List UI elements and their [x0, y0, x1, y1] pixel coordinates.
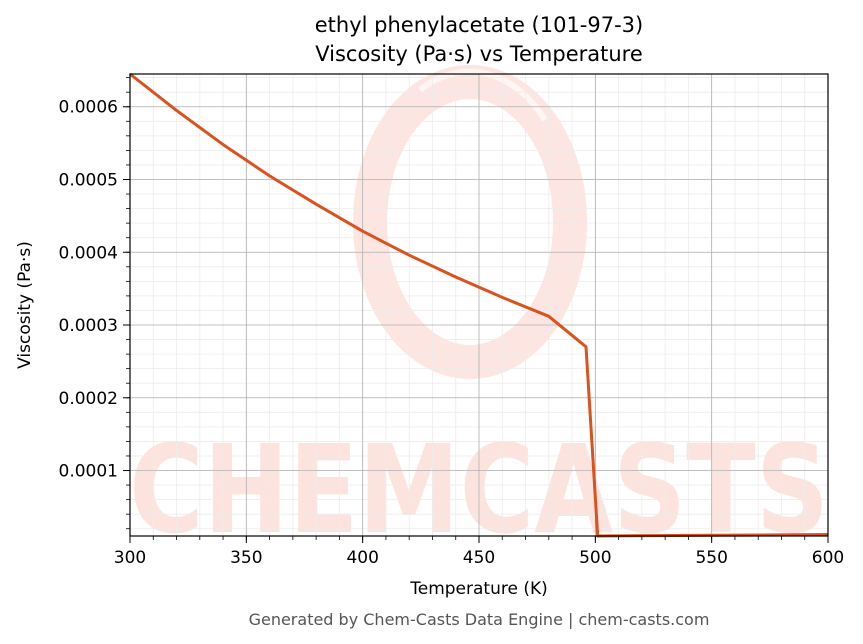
x-tick-label: 400 — [346, 548, 378, 568]
x-tick-labels: 300 350 400 450 500 550 600 — [114, 548, 844, 568]
watermark-logo — [353, 65, 587, 379]
y-tick-label: 0.0005 — [59, 170, 118, 190]
viscosity-line — [129, 72, 829, 538]
x-tick-label: 300 — [114, 548, 146, 568]
x-tick-label: 350 — [230, 548, 262, 568]
y-tick-label: 0.0002 — [59, 389, 118, 409]
y-tick-label: 0.0006 — [59, 98, 118, 118]
x-tick-label: 550 — [695, 548, 727, 568]
x-tick-label: 450 — [463, 548, 495, 568]
chart-subtitle: Viscosity (Pa·s) vs Temperature — [315, 42, 643, 66]
axis-ticks — [123, 77, 829, 543]
y-axis-label: Viscosity (Pa·s) — [15, 241, 35, 369]
y-tick-label: 0.0003 — [59, 316, 118, 336]
y-tick-labels: 0.0001 0.0002 0.0003 0.0004 0.0005 0.0006 — [59, 98, 118, 482]
y-tick-label: 0.0001 — [59, 462, 118, 482]
x-tick-label: 600 — [812, 548, 844, 568]
x-axis-label: Temperature (K) — [409, 579, 548, 599]
chart-title: ethyl phenylacetate (101-97-3) — [315, 13, 644, 37]
footer-credit: Generated by Chem-Casts Data Engine | ch… — [249, 610, 710, 629]
x-tick-label: 500 — [579, 548, 611, 568]
y-tick-label: 0.0004 — [59, 243, 118, 263]
